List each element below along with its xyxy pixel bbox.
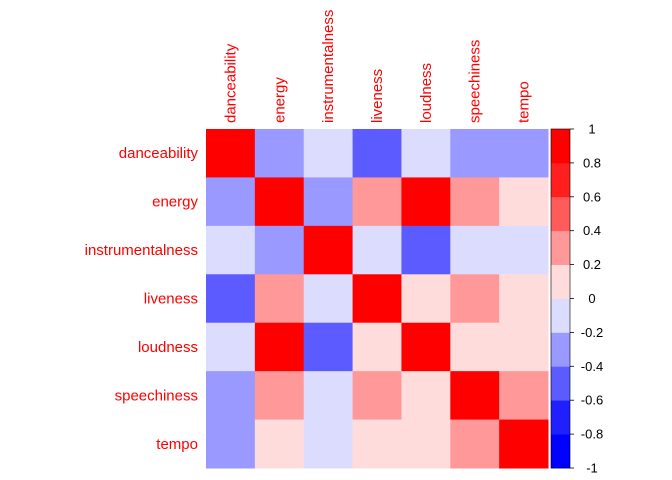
heatmap-cell-instrumentalness-danceability	[206, 225, 256, 275]
heatmap-cell-tempo-tempo	[499, 419, 549, 469]
heatmap-cell-instrumentalness-loudness	[401, 225, 451, 275]
heatmap-cell-danceability-loudness	[401, 129, 451, 178]
heatmap-cell-danceability-danceability	[206, 129, 256, 178]
heatmap-cell-speechiness-loudness	[401, 371, 451, 421]
col-label-speechiness: speechiness	[467, 40, 484, 123]
heatmap-cell-energy-tempo	[499, 177, 549, 227]
heatmap-cell-liveness-tempo	[499, 274, 549, 324]
heatmap-cell-danceability-tempo	[499, 129, 549, 178]
col-label-tempo: tempo	[516, 81, 533, 123]
col-label-liveness: liveness	[369, 69, 386, 123]
row-label-instrumentalness: instrumentalness	[85, 242, 198, 259]
heatmap-cell-loudness-tempo	[499, 322, 549, 372]
heatmap-cell-energy-instrumentalness	[303, 177, 354, 227]
row-label-energy: energy	[152, 194, 198, 211]
heatmap-cell-energy-energy	[254, 177, 305, 227]
legend-tick-label-0: -1	[586, 461, 598, 476]
legend-bin-9	[551, 129, 570, 164]
heatmap-cell-liveness-speechiness	[450, 274, 500, 324]
heatmap-cell-speechiness-liveness	[352, 371, 402, 421]
heatmap-cell-tempo-instrumentalness	[303, 419, 354, 469]
legend-bin-1	[551, 400, 570, 435]
row-label-speechiness: speechiness	[115, 387, 198, 404]
heatmap-cell-danceability-liveness	[352, 129, 402, 178]
heatmap-cell-speechiness-danceability	[206, 371, 256, 421]
col-label-danceability: danceability	[222, 43, 239, 123]
heatmap-cell-liveness-liveness	[352, 274, 402, 324]
heatmap-cell-danceability-instrumentalness	[303, 129, 354, 178]
col-label-instrumentalness: instrumentalness	[320, 10, 337, 123]
heatmap-cell-liveness-instrumentalness	[303, 274, 354, 324]
heatmap-cell-speechiness-instrumentalness	[303, 371, 354, 421]
row-label-loudness: loudness	[138, 339, 198, 356]
heatmap-cell-liveness-loudness	[401, 274, 451, 324]
heatmap-cell-speechiness-speechiness	[450, 371, 500, 421]
heatmap-cell-instrumentalness-energy	[254, 225, 305, 275]
heatmap-cell-danceability-speechiness	[450, 129, 500, 178]
heatmap-cell-instrumentalness-instrumentalness	[303, 225, 354, 275]
heatmap-cell-tempo-speechiness	[450, 419, 500, 469]
heatmap-cell-liveness-energy	[254, 274, 305, 324]
heatmap-cell-danceability-energy	[254, 129, 305, 178]
heatmap-cell-tempo-danceability	[206, 419, 256, 469]
legend-tick-label-5: 0	[588, 291, 595, 306]
heatmap-cell-energy-danceability	[206, 177, 256, 227]
heatmap-cell-energy-loudness	[401, 177, 451, 227]
legend-tick-label-7: 0.4	[583, 223, 601, 238]
legend-tick-label-8: 0.6	[583, 189, 601, 204]
heatmap-cell-energy-liveness	[352, 177, 402, 227]
legend-tick-label-2: -0.6	[581, 393, 603, 408]
legend-bin-3	[551, 332, 570, 367]
row-label-danceability: danceability	[119, 145, 199, 162]
heatmap-cell-loudness-liveness	[352, 322, 402, 372]
heatmap-cell-speechiness-energy	[254, 371, 305, 421]
heatmap-cell-instrumentalness-tempo	[499, 225, 549, 275]
row-label-tempo: tempo	[156, 436, 198, 453]
legend-bin-8	[551, 162, 570, 198]
legend-tick-label-4: -0.2	[581, 325, 603, 340]
heatmap-cell-loudness-danceability	[206, 322, 256, 372]
heatmap-cell-liveness-danceability	[206, 274, 256, 324]
heatmap-cell-loudness-loudness	[401, 322, 451, 372]
legend-bin-0	[551, 434, 570, 469]
heatmap-cell-instrumentalness-speechiness	[450, 225, 500, 275]
heatmap-cell-speechiness-tempo	[499, 371, 549, 421]
legend-tick-label-3: -0.4	[581, 359, 603, 374]
legend-bin-5	[551, 264, 570, 299]
col-label-loudness: loudness	[418, 63, 435, 123]
col-label-energy: energy	[271, 77, 288, 123]
heatmap-cell-loudness-speechiness	[450, 322, 500, 372]
heatmap-cell-loudness-energy	[254, 322, 305, 372]
legend-tick-label-6: 0.2	[583, 257, 601, 272]
legend-bin-4	[551, 298, 570, 333]
legend-tick-label-1: -0.8	[581, 427, 603, 442]
heatmap-cell-tempo-loudness	[401, 419, 451, 469]
heatmap-cell-instrumentalness-liveness	[352, 225, 402, 275]
heatmap-cell-tempo-energy	[254, 419, 305, 469]
legend-tick-label-10: 1	[588, 122, 595, 137]
legend-bin-6	[551, 230, 570, 265]
legend-bin-7	[551, 196, 570, 232]
heatmap-cell-loudness-instrumentalness	[303, 322, 354, 372]
row-label-liveness: liveness	[144, 291, 198, 308]
legend-tick-label-9: 0.8	[583, 155, 601, 170]
heatmap-cell-tempo-liveness	[352, 419, 402, 469]
heatmap-cell-energy-speechiness	[450, 177, 500, 227]
legend-bin-2	[551, 366, 570, 401]
